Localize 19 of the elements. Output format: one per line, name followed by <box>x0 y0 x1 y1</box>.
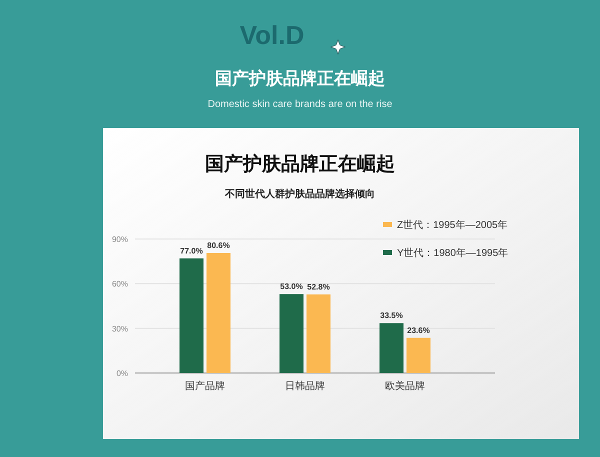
legend: Y世代：1980年—1995年 <box>397 248 508 259</box>
xtick: 欧美品牌 <box>385 381 425 392</box>
annotation: 国产护肤品牌正在崛起 <box>215 69 385 88</box>
ytick: 30% <box>112 324 128 334</box>
legend: Z世代：1995年—2005年 <box>397 220 508 231</box>
subtitle: 不同世代人群护肤品品牌选择倾向 <box>225 189 375 200</box>
annotation: Domestic skin care brands are on the rise <box>208 99 392 110</box>
title: 国产护肤品牌正在崛起 <box>205 154 395 175</box>
ytick: 0% <box>116 369 128 378</box>
data-label: 53.0% <box>280 282 303 292</box>
xtick: 国产品牌 <box>185 381 225 392</box>
data-label: 33.5% <box>380 311 403 320</box>
ytick: 90% <box>112 235 128 244</box>
data-label: 52.8% <box>307 282 330 292</box>
xtick: 日韩品牌 <box>285 381 325 392</box>
data-label: 80.6% <box>207 241 230 250</box>
data-label: 77.0% <box>180 246 203 256</box>
ytick: 60% <box>112 280 128 289</box>
data-label: 23.6% <box>407 326 430 335</box>
